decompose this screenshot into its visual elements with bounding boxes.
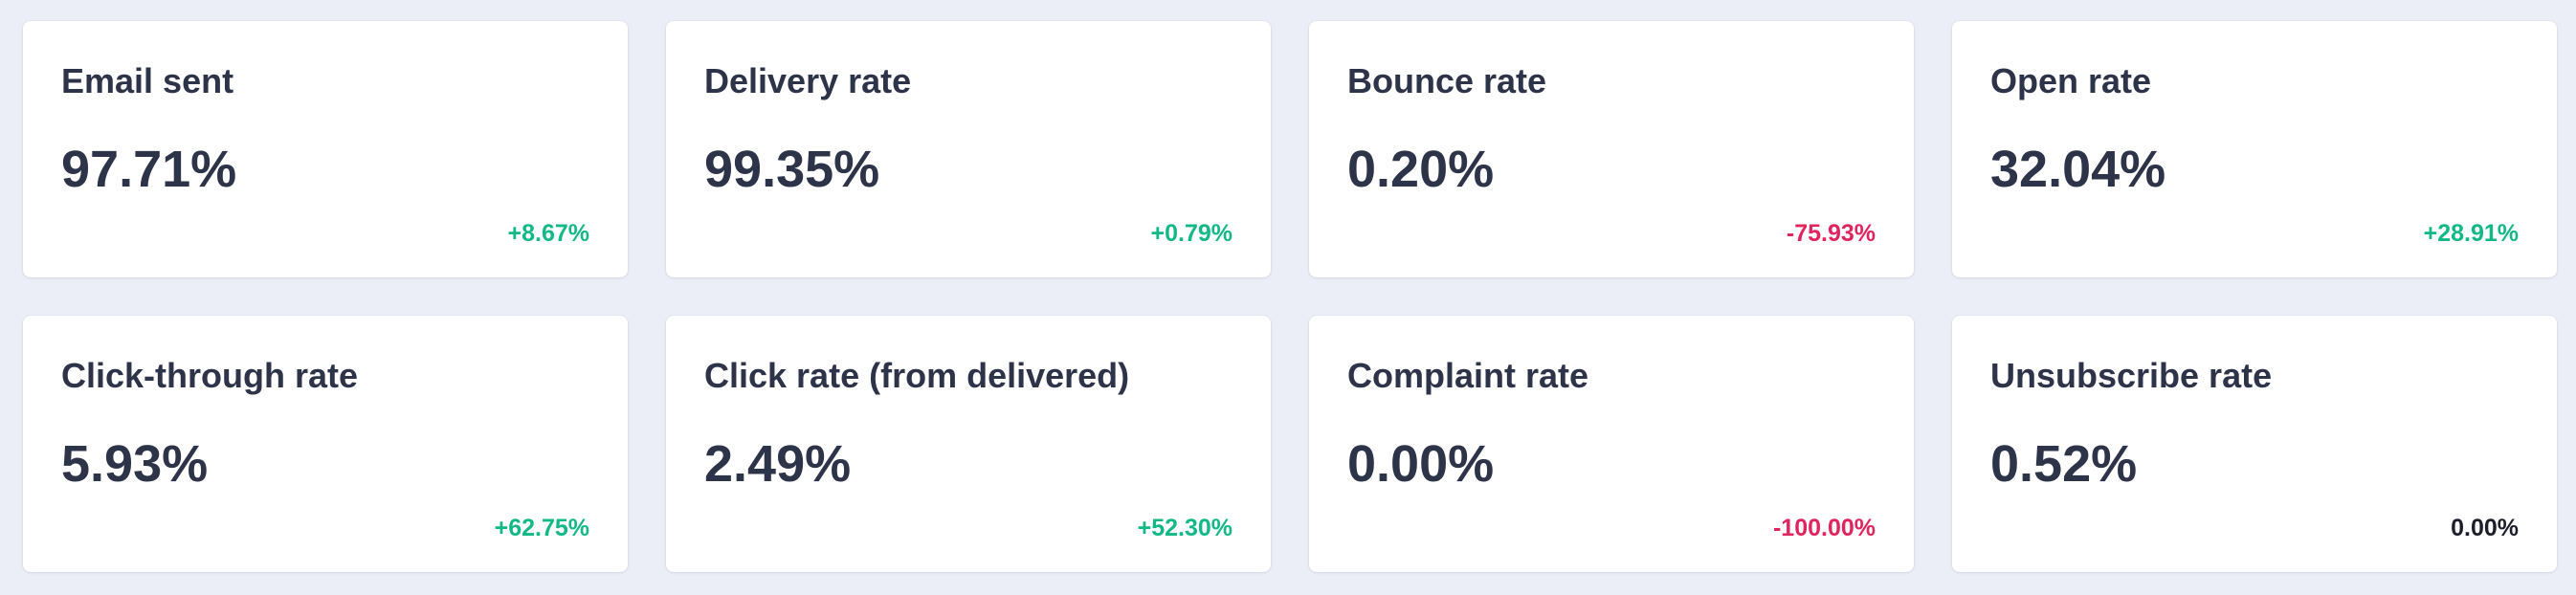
- metric-title: Unsubscribe rate: [1990, 356, 2273, 395]
- metric-card-complaint-rate: Complaint rate 0.00% -100.00%: [1309, 316, 1914, 572]
- metric-change: +8.67%: [507, 220, 590, 247]
- metric-change: +52.30%: [1137, 515, 1232, 541]
- metric-card-delivery-rate: Delivery rate 99.35% +0.79%: [666, 21, 1271, 277]
- metric-card-open-rate: Open rate 32.04% +28.91%: [1952, 21, 2557, 277]
- metric-title: Bounce rate: [1347, 61, 1547, 100]
- metric-card-click-rate-delivered: Click rate (from delivered) 2.49% +52.30…: [666, 316, 1271, 572]
- metric-card-bounce-rate: Bounce rate 0.20% -75.93%: [1309, 21, 1914, 277]
- metric-value: 99.35%: [704, 141, 880, 198]
- metric-title: Open rate: [1990, 61, 2152, 100]
- metric-card-unsubscribe-rate: Unsubscribe rate 0.52% 0.00%: [1952, 316, 2557, 572]
- metric-title: Delivery rate: [704, 61, 912, 100]
- metric-title: Complaint rate: [1347, 356, 1589, 395]
- metric-change: -75.93%: [1786, 220, 1876, 247]
- metric-title: Click-through rate: [61, 356, 359, 395]
- metric-value: 5.93%: [61, 435, 209, 493]
- metric-change: +62.75%: [494, 515, 589, 541]
- metric-value: 2.49%: [704, 435, 852, 493]
- metric-card-click-through-rate: Click-through rate 5.93% +62.75%: [23, 316, 628, 572]
- metric-change: +28.91%: [2423, 220, 2519, 247]
- metric-value: 97.71%: [61, 141, 237, 198]
- metric-title: Email sent: [61, 61, 234, 100]
- metric-value: 0.20%: [1347, 141, 1495, 198]
- metric-title: Click rate (from delivered): [704, 356, 1130, 395]
- metric-value: 0.00%: [1347, 435, 1495, 493]
- metric-value: 0.52%: [1990, 435, 2138, 493]
- metric-change: 0.00%: [2451, 515, 2519, 541]
- metric-value: 32.04%: [1990, 141, 2166, 198]
- metric-card-email-sent: Email sent 97.71% +8.67%: [23, 21, 628, 277]
- metric-change: -100.00%: [1772, 515, 1876, 541]
- metrics-grid: Email sent 97.71% +8.67% Delivery rate 9…: [23, 21, 2557, 572]
- metric-change: +0.79%: [1150, 220, 1233, 247]
